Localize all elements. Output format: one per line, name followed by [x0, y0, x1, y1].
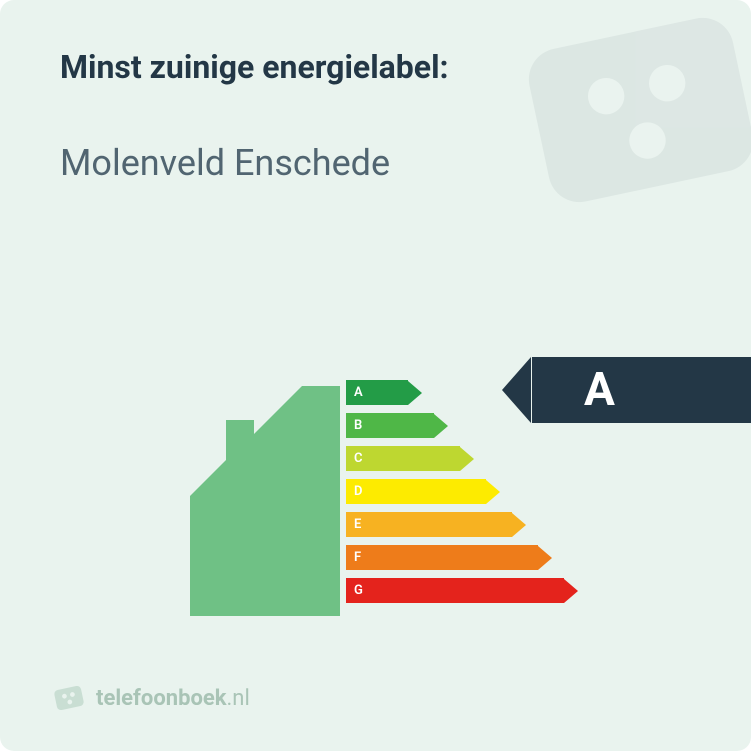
- energy-bar-g: G: [346, 578, 578, 603]
- footer: telefoonboek.nl: [52, 681, 250, 715]
- energy-bar-tip: [486, 480, 500, 504]
- page-subtitle: Molenveld Enschede: [60, 142, 390, 184]
- energy-bar-c: C: [346, 446, 578, 471]
- energy-bar-body: E: [346, 512, 512, 537]
- energy-bar-tip: [538, 546, 552, 570]
- footer-logo-icon: [49, 678, 89, 718]
- rating-pointer-tip: [502, 357, 531, 423]
- house-icon: [180, 386, 340, 616]
- energy-bar-body: G: [346, 578, 564, 603]
- energy-bar-d: D: [346, 479, 578, 504]
- energy-bar-body: D: [346, 479, 486, 504]
- page-title: Minst zuinige energielabel:: [60, 48, 449, 86]
- energy-bar-tip: [408, 381, 422, 405]
- footer-brand: telefoonboek.nl: [96, 686, 250, 711]
- energy-bar-e: E: [346, 512, 578, 537]
- footer-brand-light: .nl: [227, 686, 250, 711]
- energy-bar-body: C: [346, 446, 460, 471]
- energy-bar-tip: [460, 447, 474, 471]
- energy-bar-body: F: [346, 545, 538, 570]
- rating-letter: A: [584, 363, 615, 417]
- energy-bar-tip: [564, 579, 578, 603]
- energy-bar-body: A: [346, 380, 408, 405]
- energy-bar-tip: [434, 414, 448, 438]
- energy-bar-tip: [512, 513, 526, 537]
- energy-bar-f: F: [346, 545, 578, 570]
- energy-bar-body: B: [346, 413, 434, 438]
- watermark-logo: [487, 0, 751, 264]
- footer-brand-bold: telefoonboek: [96, 686, 227, 711]
- card-root: Minst zuinige energielabel: Molenveld En…: [0, 0, 751, 751]
- rating-pointer: A: [532, 357, 751, 423]
